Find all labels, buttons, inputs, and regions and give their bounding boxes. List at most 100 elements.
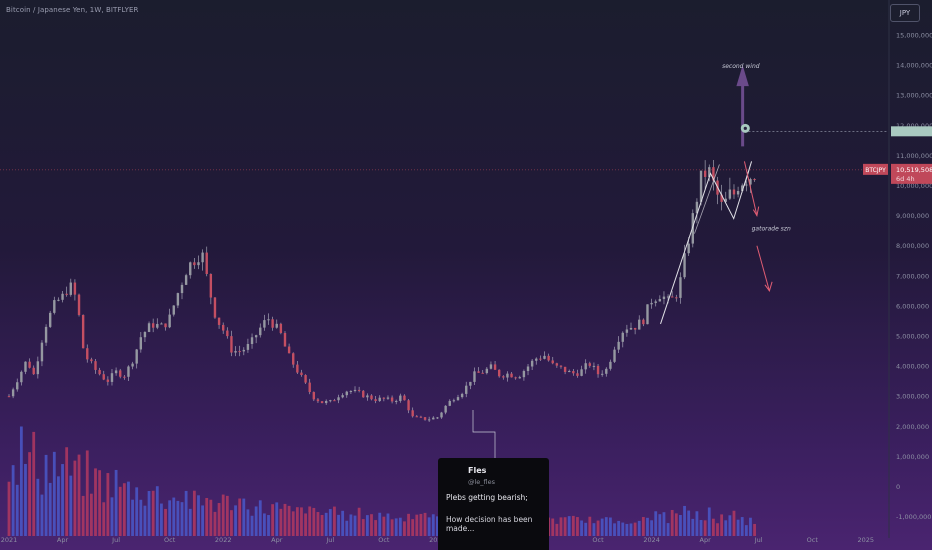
- candle-body: [222, 324, 225, 331]
- volume-bar: [316, 512, 320, 536]
- volume-bar: [658, 514, 662, 536]
- candle-body: [592, 365, 596, 367]
- candle-body: [506, 373, 509, 378]
- volume-bar: [580, 520, 583, 536]
- candle-body: [362, 390, 365, 398]
- volume-bar: [617, 520, 621, 536]
- candle-body: [683, 253, 686, 278]
- candle-body: [646, 304, 649, 325]
- candle-body: [654, 301, 657, 303]
- candle-body: [452, 400, 456, 402]
- candle-body: [11, 389, 15, 397]
- volume-bar: [213, 511, 217, 536]
- candle-body: [102, 374, 105, 380]
- volume-bar: [674, 513, 678, 536]
- volume-bar: [32, 431, 36, 536]
- candle-body: [180, 284, 184, 294]
- candle-body: [539, 358, 542, 360]
- candle-body: [386, 397, 390, 399]
- candle-body: [28, 361, 31, 368]
- volume-bar: [646, 517, 649, 536]
- volume-bar: [703, 520, 707, 536]
- candle-body: [259, 327, 262, 336]
- volume-bar: [151, 490, 155, 536]
- down-arrow-2: [756, 245, 770, 291]
- x-tick-label: Jul: [754, 536, 763, 544]
- candle-body: [568, 371, 571, 373]
- candle-body: [559, 365, 563, 367]
- candle-body: [621, 332, 624, 342]
- volume-bar: [139, 499, 143, 536]
- candle-body: [333, 400, 336, 402]
- y-tick-label: 11,000,000: [896, 152, 932, 160]
- volume-bar: [110, 497, 114, 536]
- candle-body: [160, 323, 163, 325]
- candle-body: [164, 323, 167, 328]
- candle-body: [749, 179, 752, 185]
- tweet-embed[interactable]: Fles @le_fles Plebs getting bearish; How…: [438, 458, 549, 550]
- x-tick-label: Oct: [378, 536, 390, 544]
- volume-bar: [36, 478, 40, 536]
- volume-bar: [596, 520, 600, 536]
- currency-button[interactable]: JPY: [890, 4, 920, 22]
- candle-body: [213, 297, 217, 318]
- volume-bar: [711, 518, 715, 536]
- candle-body: [69, 282, 72, 295]
- candle-body: [77, 294, 81, 315]
- candle-body: [98, 369, 101, 375]
- x-tick-label: Apr: [57, 536, 69, 544]
- volume-bar: [304, 513, 307, 536]
- volume-bar: [242, 498, 246, 536]
- volume-bar: [695, 511, 699, 536]
- volume-bar: [106, 473, 110, 536]
- candle-body: [370, 395, 373, 400]
- tweet-text-line-2: How decision has been made...: [446, 515, 533, 533]
- volume-bar: [201, 505, 205, 536]
- candle-body: [230, 336, 233, 353]
- candle-body: [32, 367, 35, 375]
- volume-bar: [604, 517, 608, 536]
- x-tick-label: 2021: [1, 536, 18, 544]
- candle-body: [353, 389, 357, 391]
- volume-bar: [345, 520, 349, 536]
- candle-body: [304, 375, 307, 383]
- volume-bar: [234, 505, 237, 536]
- candle-body: [411, 410, 414, 417]
- candle-body: [271, 319, 274, 328]
- volume-bar: [81, 495, 85, 536]
- volume-bar: [666, 523, 670, 536]
- volume-bar: [122, 483, 126, 536]
- candle-body: [753, 179, 756, 181]
- down-arrow-1: [743, 161, 758, 216]
- candle-body: [741, 185, 744, 192]
- candle-body: [135, 349, 138, 364]
- volume-bar: [44, 454, 48, 536]
- volume-bar: [131, 499, 134, 536]
- candle-body: [633, 327, 637, 330]
- candle-body: [143, 331, 147, 338]
- volume-bar: [28, 452, 31, 536]
- symbol-header: Bitcoin / Japanese Yen, 1W, BITFLYER: [6, 6, 139, 14]
- y-tick-label: 12,000,000: [896, 122, 932, 130]
- volume-bar: [127, 481, 130, 536]
- candle-body: [320, 401, 324, 404]
- candle-body: [201, 252, 204, 263]
- candle-body: [675, 297, 678, 299]
- volume-bar: [69, 475, 73, 536]
- countdown-label: 6d 4h: [896, 175, 915, 183]
- candle-body: [580, 369, 583, 376]
- volume-bar: [118, 486, 122, 536]
- candle-body: [374, 399, 377, 401]
- volume-bar: [217, 503, 221, 536]
- volume-bar: [609, 517, 612, 536]
- candle-body: [596, 365, 600, 375]
- volume-bar: [386, 513, 390, 536]
- candle-body: [341, 395, 344, 398]
- candle-body: [427, 419, 431, 421]
- candle-body: [572, 371, 575, 374]
- candle-body: [703, 170, 707, 177]
- price-symbol-label: BTCJPY: [865, 167, 886, 174]
- candle-body: [736, 191, 740, 195]
- candle-body: [465, 385, 468, 394]
- candle-body: [588, 363, 592, 366]
